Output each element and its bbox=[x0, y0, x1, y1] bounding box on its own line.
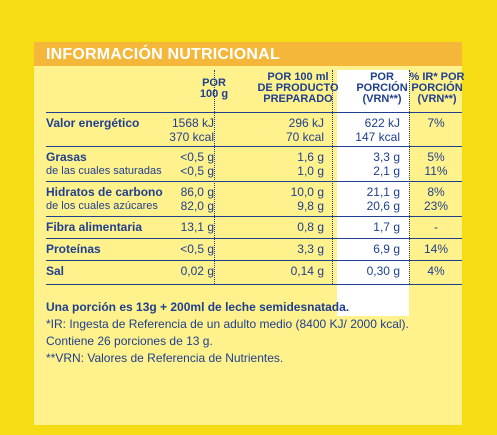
column-separator bbox=[214, 70, 215, 284]
value-per-100ml: 296 kJ bbox=[288, 116, 324, 130]
value-portion: 622 kJ bbox=[364, 116, 400, 130]
value-ir: 7% bbox=[427, 116, 445, 130]
row-rule bbox=[46, 284, 462, 285]
row-label: Valor energético bbox=[46, 116, 140, 130]
portion-column-highlight bbox=[337, 70, 409, 316]
value-portion: 2,1 g bbox=[373, 164, 400, 178]
value-ir: 8% bbox=[427, 185, 445, 199]
value-ir: 11% bbox=[424, 164, 448, 178]
value-per-100g: 86,0 g bbox=[180, 185, 214, 199]
value-ir: 4% bbox=[427, 264, 445, 278]
value-per-100g: 1568 kJ bbox=[171, 116, 214, 130]
value-per-100g: 370 kcal bbox=[169, 130, 214, 144]
value-portion: 21,1 g bbox=[366, 185, 400, 199]
value-per-100ml: 3,3 g bbox=[297, 242, 324, 256]
value-per-100g: 82,0 g bbox=[180, 199, 214, 213]
value-portion: 147 kcal bbox=[355, 130, 400, 144]
value-portion: 3,3 g bbox=[373, 150, 400, 164]
row-sublabel: de las cuales saturadas bbox=[46, 165, 162, 177]
value-per-100g: 0,02 g bbox=[180, 264, 214, 278]
header-per-100ml: POR 100 ml DE PRODUCTO PREPARADO bbox=[256, 72, 340, 105]
row-label: Grasas bbox=[46, 150, 87, 164]
header-line: POR bbox=[370, 71, 394, 83]
row-label: Proteínas bbox=[46, 242, 101, 256]
title-bar: INFORMACIÓN NUTRICIONAL bbox=[34, 42, 462, 66]
row-label: Hidratos de carbono bbox=[46, 185, 163, 199]
value-per-100g: 13,1 g bbox=[180, 220, 214, 234]
header-line: PORCIÓN bbox=[356, 82, 408, 94]
header-line: DE PRODUCTO bbox=[257, 82, 339, 94]
value-ir: - bbox=[434, 220, 438, 234]
value-portion: 0,30 g bbox=[366, 264, 400, 278]
footnotes: Una porción es 13g + 200ml de leche semi… bbox=[46, 299, 409, 367]
value-ir: 23% bbox=[423, 199, 449, 213]
portion-note: Una porción es 13g + 200ml de leche semi… bbox=[46, 300, 350, 314]
row-label: Fibra alimentaria bbox=[46, 220, 143, 234]
row-rule bbox=[46, 216, 462, 217]
header-portion: POR PORCIÓN (VRN**) bbox=[352, 72, 412, 105]
header-ir: % IR* POR PORCIÓN (VRN**) bbox=[408, 72, 466, 105]
value-portion: 1,7 g bbox=[373, 220, 400, 234]
row-rule bbox=[46, 146, 462, 147]
value-per-100ml: 1,0 g bbox=[297, 164, 324, 178]
value-per-100ml: 10,0 g bbox=[290, 185, 324, 199]
value-portion: 20,6 g bbox=[366, 199, 400, 213]
row-rule bbox=[46, 238, 462, 239]
value-per-100ml: 1,6 g bbox=[297, 150, 324, 164]
header-line: POR 100 ml bbox=[267, 71, 329, 83]
header-line: (VRN**) bbox=[417, 93, 457, 105]
ir-note: *IR: Ingesta de Referencia de un adulto … bbox=[46, 317, 409, 331]
column-separator bbox=[409, 70, 410, 284]
value-per-100ml: 0,8 g bbox=[297, 220, 324, 234]
header-line: % IR* POR bbox=[409, 71, 465, 83]
header-line: PREPARADO bbox=[263, 93, 333, 105]
header-line: 100 g bbox=[199, 88, 229, 100]
row-sublabel: de los cuales azúcares bbox=[46, 200, 158, 212]
value-per-100ml: 9,8 g bbox=[297, 199, 324, 213]
value-ir: 5% bbox=[427, 150, 445, 164]
row-rule bbox=[46, 181, 462, 182]
nutrition-panel: INFORMACIÓN NUTRICIONAL POR 100 g POR 10… bbox=[34, 42, 465, 425]
portion-count-note: Contiene 26 porciones de 13 g. bbox=[46, 334, 213, 348]
value-per-100ml: 0,14 g bbox=[290, 264, 324, 278]
header-rule bbox=[46, 112, 462, 113]
header-line: (VRN**) bbox=[362, 93, 402, 105]
header-line: PORCIÓN bbox=[411, 82, 463, 94]
value-per-100g: <0,5 g bbox=[180, 242, 214, 256]
value-per-100g: <0,5 g bbox=[180, 150, 214, 164]
row-rule bbox=[46, 260, 462, 261]
value-per-100ml: 70 kcal bbox=[285, 130, 324, 144]
value-portion: 6,9 g bbox=[373, 242, 400, 256]
value-per-100g: <0,5 g bbox=[180, 164, 214, 178]
table-title: INFORMACIÓN NUTRICIONAL bbox=[46, 46, 280, 63]
vrn-note: **VRN: Valores de Referencia de Nutrient… bbox=[46, 351, 284, 365]
column-separator bbox=[332, 70, 333, 284]
value-ir: 14% bbox=[423, 242, 449, 256]
row-label: Sal bbox=[46, 264, 65, 278]
